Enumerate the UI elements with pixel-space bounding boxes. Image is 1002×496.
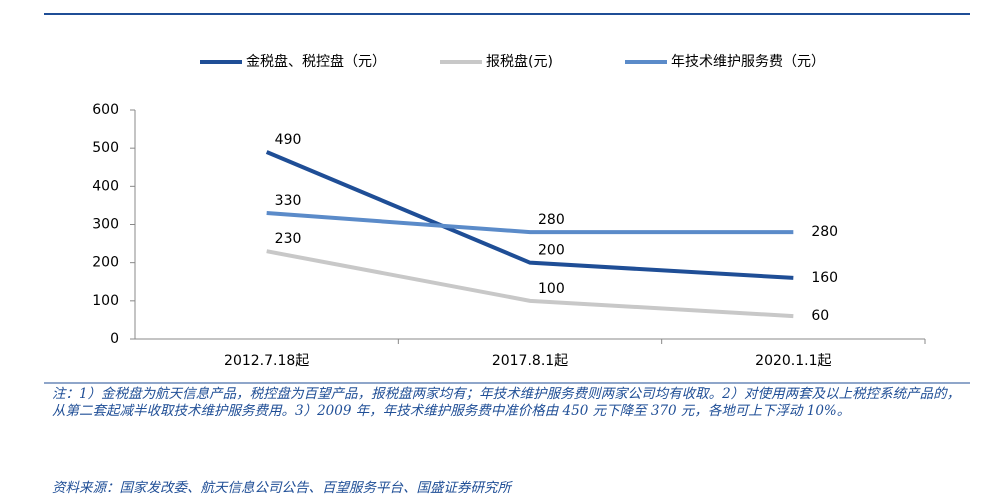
legend-label: 金税盘、税控盘（元） [246, 53, 386, 70]
series-line [266, 211, 794, 235]
data-label: 200 [538, 243, 565, 259]
series-line [265, 150, 794, 280]
x-tick-label: 2012.7.18起 [224, 353, 309, 369]
note: 注：1）金税盘为航天信息产品，税控盘为百望产品，报税盘两家均有；年技术维护服务费… [52, 386, 961, 419]
data-label: 100 [538, 281, 565, 297]
data-label: 160 [811, 270, 838, 286]
legend-label: 年技术维护服务费（元） [671, 54, 825, 70]
data-label: 280 [538, 212, 565, 228]
data-label: 330 [275, 193, 302, 209]
y-tick-label: 200 [92, 255, 119, 271]
data-label: 60 [811, 308, 829, 324]
data-label: 280 [811, 224, 838, 240]
x-tick-label: 2020.1.1起 [755, 353, 831, 369]
x-tick-label: 2017.8.1起 [492, 353, 568, 369]
source: 资料来源：国家发改委、航天信息公司公告、百望服务平台、国盛证券研究所 [52, 480, 511, 496]
y-tick-label: 300 [92, 217, 119, 233]
legend-label: 报税盘(元) [486, 53, 553, 70]
y-tick-label: 0 [110, 331, 119, 347]
data-label: 490 [275, 132, 302, 148]
y-tick-label: 100 [92, 293, 119, 309]
series-line [266, 249, 794, 319]
y-tick-label: 600 [92, 102, 119, 118]
y-tick-label: 500 [92, 140, 119, 156]
data-label: 230 [275, 231, 302, 247]
y-tick-label: 400 [92, 178, 119, 194]
